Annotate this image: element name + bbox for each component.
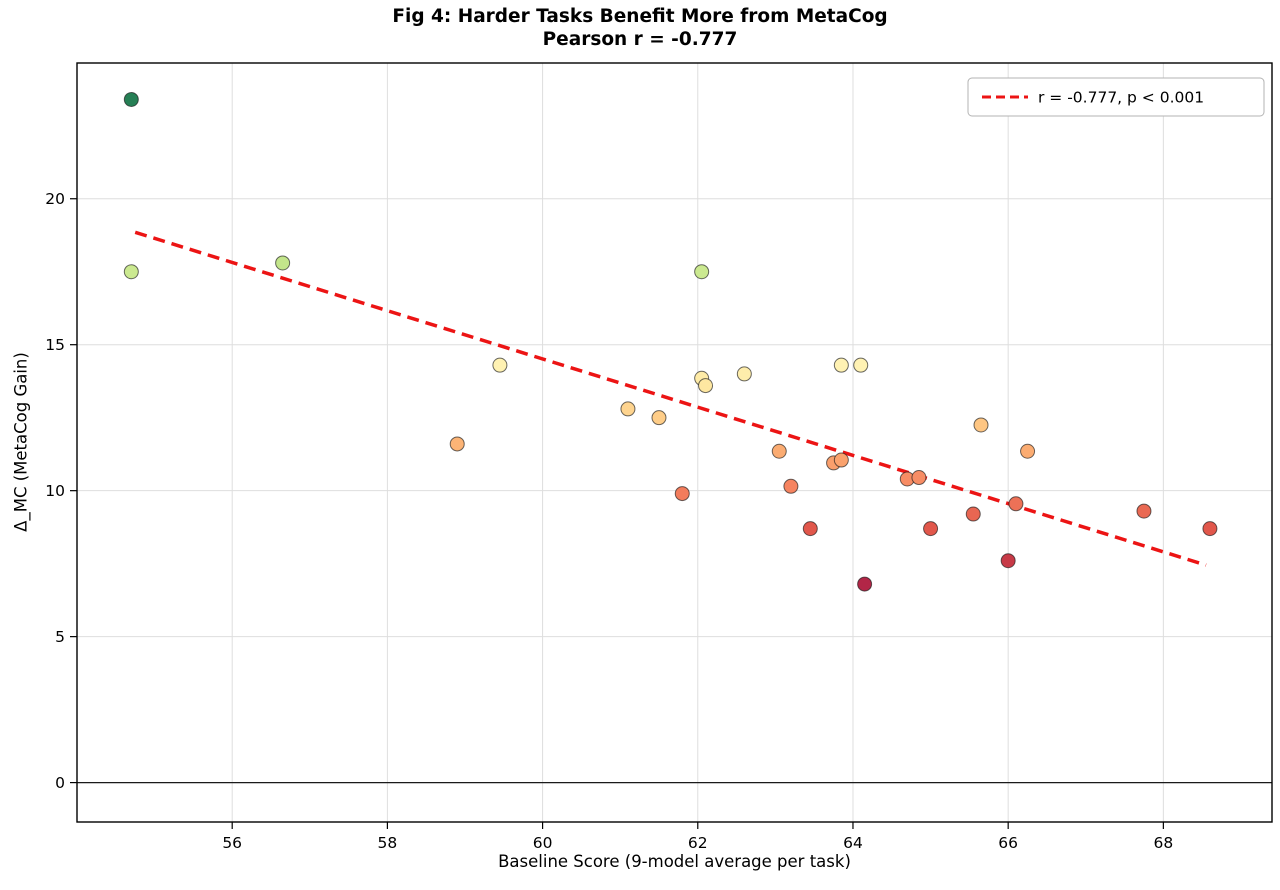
y-tick-label: 5 bbox=[55, 628, 65, 646]
scatter-point[interactable] bbox=[911, 470, 927, 486]
y-tick-label: 15 bbox=[45, 336, 65, 354]
scatter-point[interactable] bbox=[833, 357, 849, 373]
scatter-point[interactable] bbox=[123, 264, 139, 280]
legend-box bbox=[967, 77, 1265, 117]
x-tick-label: 68 bbox=[1153, 834, 1173, 852]
x-axis-label: Baseline Score (9-model average per task… bbox=[498, 852, 851, 871]
y-tick-label: 0 bbox=[55, 774, 65, 792]
x-tick-label: 56 bbox=[222, 834, 242, 852]
scatter-point[interactable] bbox=[965, 506, 981, 522]
chart-title-line1: Fig 4: Harder Tasks Benefit More from Me… bbox=[392, 6, 888, 27]
x-tick-label: 60 bbox=[533, 834, 553, 852]
chart-title-line2: Pearson r = -0.777 bbox=[542, 29, 738, 50]
scatter-point[interactable] bbox=[783, 478, 799, 494]
trend-line bbox=[134, 230, 1207, 567]
scatter-point[interactable] bbox=[123, 91, 139, 107]
scatter-point[interactable] bbox=[857, 576, 873, 592]
scatter-point[interactable] bbox=[923, 521, 939, 537]
scatter-point[interactable] bbox=[1202, 521, 1218, 537]
plot-border bbox=[76, 62, 1273, 823]
scatter-point[interactable] bbox=[853, 357, 869, 373]
scatter-point[interactable] bbox=[275, 255, 291, 271]
scatter-point[interactable] bbox=[698, 378, 714, 394]
x-tick-label: 58 bbox=[378, 834, 398, 852]
scatter-point[interactable] bbox=[492, 357, 508, 373]
scatter-point[interactable] bbox=[833, 452, 849, 468]
scatter-point[interactable] bbox=[736, 366, 752, 382]
scatter-point[interactable] bbox=[1000, 553, 1016, 569]
scatter-point[interactable] bbox=[1008, 496, 1024, 512]
x-tick-label: 66 bbox=[998, 834, 1018, 852]
scatter-point[interactable] bbox=[651, 410, 667, 426]
chart-title: Fig 4: Harder Tasks Benefit More from Me… bbox=[0, 5, 1280, 51]
scatter-point[interactable] bbox=[674, 486, 690, 502]
y-axis-label: Δ_MC (MetaCog Gain) bbox=[11, 352, 31, 532]
scatter-point[interactable] bbox=[694, 264, 710, 280]
scatter-point[interactable] bbox=[620, 401, 636, 417]
scatter-point[interactable] bbox=[973, 417, 989, 433]
scatter-point[interactable] bbox=[771, 443, 787, 459]
scatter-point[interactable] bbox=[449, 436, 465, 452]
scatter-point[interactable] bbox=[1136, 503, 1152, 519]
y-tick-label: 10 bbox=[45, 482, 65, 500]
scatter-point[interactable] bbox=[1020, 443, 1036, 459]
x-tick-label: 64 bbox=[843, 834, 863, 852]
x-tick-label: 62 bbox=[688, 834, 708, 852]
legend: r = -0.777, p < 0.001 bbox=[967, 77, 1265, 117]
legend-label: r = -0.777, p < 0.001 bbox=[1038, 89, 1204, 107]
scatter-point[interactable] bbox=[802, 521, 818, 537]
y-tick-label: 20 bbox=[45, 190, 65, 208]
